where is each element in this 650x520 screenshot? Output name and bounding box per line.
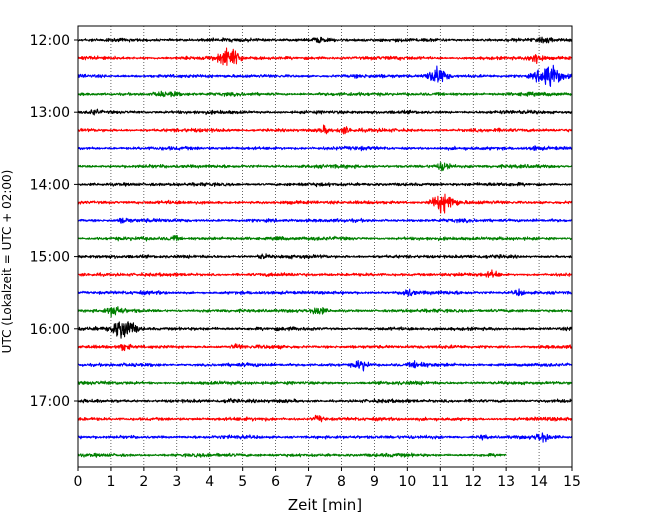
trace-1730 xyxy=(77,432,573,443)
y-tick-label: 15:00 xyxy=(30,250,70,266)
trace-1745 xyxy=(77,452,507,458)
x-tick-label: 0 xyxy=(74,474,83,490)
x-tick-label: 6 xyxy=(271,474,280,490)
trace-1445 xyxy=(77,235,573,242)
trace-1700 xyxy=(77,397,573,404)
trace-1215 xyxy=(77,47,573,66)
x-tick-label: 1 xyxy=(106,474,115,490)
trace-1330 xyxy=(77,145,573,152)
y-tick-label: 14:00 xyxy=(30,177,70,193)
x-tick-label: 10 xyxy=(398,474,416,490)
y-tick-label: 16:00 xyxy=(30,322,70,338)
trace-1530 xyxy=(77,288,573,297)
trace-1300 xyxy=(77,108,573,116)
x-tick-label: 5 xyxy=(238,474,247,490)
trace-1200 xyxy=(77,36,573,44)
trace-1500 xyxy=(77,253,573,260)
x-tick-label: 14 xyxy=(530,474,548,490)
x-axis-ticks: 0 1 2 3 4 5 6 7 8 9 10 11 12 13 14 15 xyxy=(74,467,581,490)
trace-1615 xyxy=(77,343,573,352)
x-tick-label: 9 xyxy=(370,474,379,490)
x-axis-label: Zeit [min] xyxy=(288,496,362,514)
trace-1630 xyxy=(77,359,573,372)
x-tick-label: 8 xyxy=(337,474,346,490)
trace-1415 xyxy=(77,193,573,214)
trace-1230 xyxy=(77,64,573,87)
seismogram-traces xyxy=(77,36,573,458)
trace-1545 xyxy=(77,306,573,318)
y-tick-label: 17:00 xyxy=(30,394,70,410)
trace-1400 xyxy=(77,181,573,188)
trace-1600 xyxy=(77,321,573,339)
x-tick-label: 12 xyxy=(464,474,482,490)
x-tick-label: 2 xyxy=(139,474,148,490)
trace-1315 xyxy=(77,124,573,135)
plot-frame xyxy=(77,25,573,468)
x-tick-label: 15 xyxy=(563,474,581,490)
y-tick-label: 13:00 xyxy=(30,105,70,121)
trace-1245 xyxy=(77,90,573,98)
trace-1430 xyxy=(77,217,573,224)
x-tick-label: 13 xyxy=(497,474,515,490)
trace-1515 xyxy=(77,269,573,278)
y-tick-label: 12:00 xyxy=(30,33,70,49)
trace-1715 xyxy=(77,414,573,423)
y-axis-ticks: 12:00 13:00 14:00 15:00 16:00 17:00 xyxy=(30,33,78,410)
x-tick-label: 4 xyxy=(205,474,214,490)
y-axis-label: UTC (Lokalzeit = UTC + 02:00) xyxy=(0,170,14,354)
trace-1345 xyxy=(77,162,573,172)
x-tick-label: 3 xyxy=(172,474,181,490)
trace-1645 xyxy=(77,380,573,386)
x-tick-label: 7 xyxy=(304,474,313,490)
x-tick-label: 11 xyxy=(431,474,449,490)
